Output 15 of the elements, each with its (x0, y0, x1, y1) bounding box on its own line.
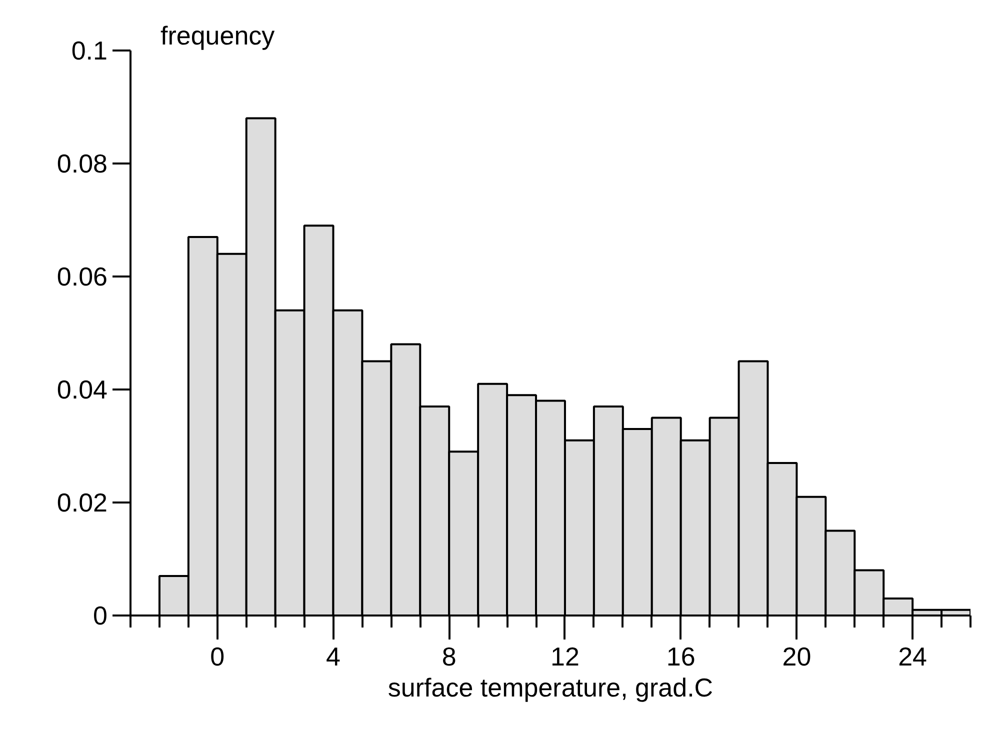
y-tick-label: 0.1 (71, 36, 108, 66)
x-tick-label: 0 (210, 642, 225, 672)
x-tick-label: 12 (550, 642, 580, 672)
y-axis-title: frequency (160, 20, 275, 50)
x-axis-title: surface temperature, grad.C (388, 672, 714, 702)
y-tick-label: 0.04 (56, 374, 108, 404)
x-tick-label: 24 (898, 642, 928, 672)
x-tick-label: 4 (326, 642, 340, 672)
x-tick-label: 16 (666, 642, 696, 672)
y-tick-label: 0.06 (56, 262, 108, 292)
y-tick-label: 0.02 (56, 488, 108, 518)
x-tick-label: 8 (442, 642, 456, 672)
y-tick-label: 0.08 (56, 148, 108, 178)
y-tick-label: 0 (93, 600, 108, 630)
x-tick-label: 20 (782, 642, 812, 672)
